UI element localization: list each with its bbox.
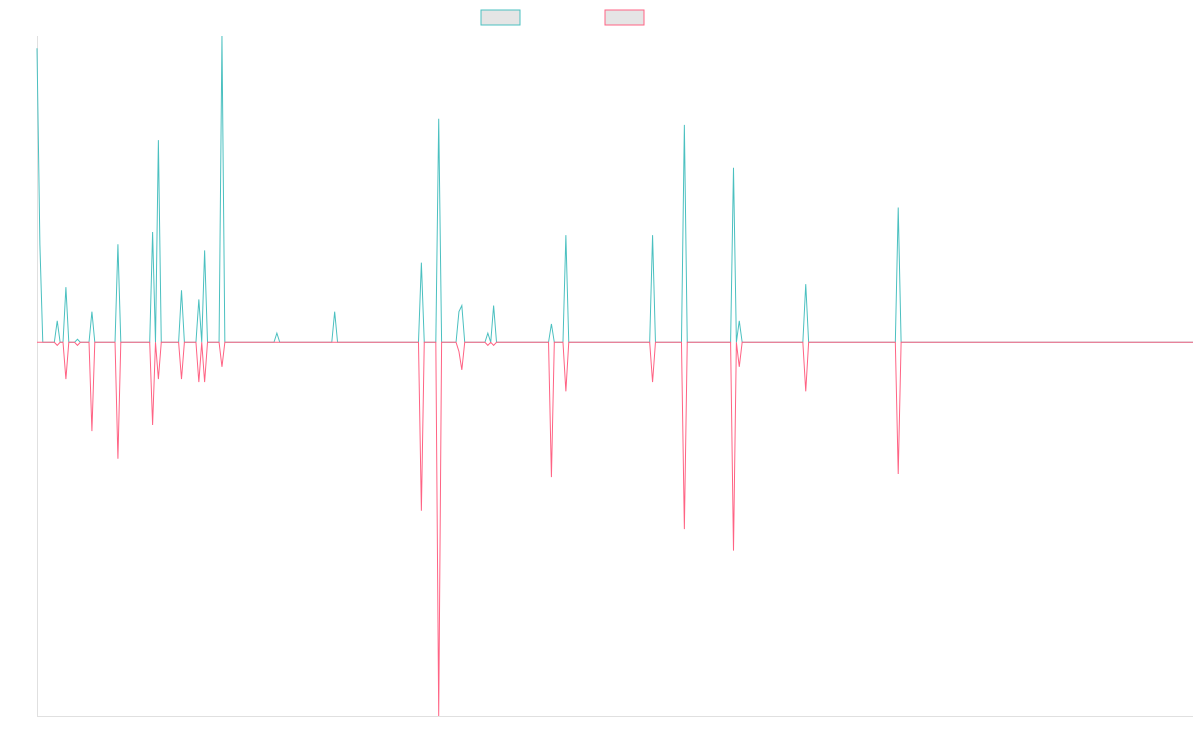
legend-swatch-1[interactable] [480, 9, 521, 26]
series-line-1 [36, 35, 1193, 343]
series-layer [36, 35, 1193, 717]
legend [480, 9, 645, 26]
legend-swatch-2[interactable] [604, 9, 645, 26]
series-line-2 [37, 341, 1193, 717]
